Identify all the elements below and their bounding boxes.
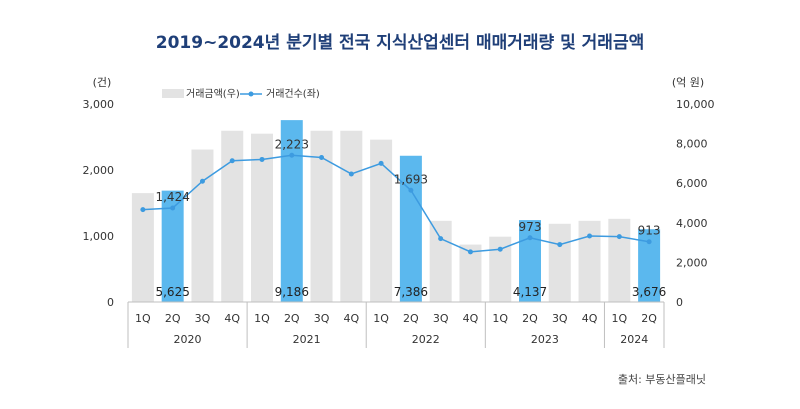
bar-14 — [548, 223, 571, 302]
legend-swatch-amount — [162, 89, 184, 98]
year-label-3: 2023 — [531, 333, 559, 346]
left-tick-label: 2,000 — [83, 164, 115, 177]
bar-0 — [131, 193, 154, 302]
right-tick-label: 4,000 — [676, 217, 708, 230]
count-point-5 — [289, 152, 295, 158]
category-label-3: 4Q — [224, 312, 240, 325]
year-label-4: 2024 — [620, 333, 648, 346]
right-tick-label: 2,000 — [676, 256, 708, 269]
chart-title: 2019~2024년 분기별 전국 지식산업센터 매매거래량 및 거래금액 — [155, 33, 645, 53]
bar-15 — [578, 220, 601, 302]
bar-17 — [638, 229, 661, 302]
legend-label-amount: 거래금액(우) — [186, 88, 240, 100]
bar-7 — [340, 130, 363, 302]
year-label-0: 2020 — [174, 333, 202, 346]
category-label-1: 2Q — [165, 312, 181, 325]
bar-4 — [251, 133, 273, 302]
count-point-12 — [497, 246, 503, 252]
bar-2 — [191, 149, 214, 302]
bar-9 — [399, 155, 422, 302]
count-label-5: 2,223 — [275, 137, 309, 151]
count-point-11 — [467, 249, 473, 255]
amount-label-5: 9,186 — [275, 285, 309, 299]
legend-label-count: 거래건수(좌) — [266, 88, 320, 100]
bar-12 — [489, 236, 512, 302]
category-label-16: 1Q — [611, 312, 627, 325]
count-point-6 — [319, 154, 325, 160]
category-label-7: 4Q — [343, 312, 359, 325]
category-label-13: 2Q — [522, 312, 538, 325]
count-label-1: 1,424 — [155, 190, 189, 204]
amount-label-17: 3,676 — [632, 285, 666, 299]
count-point-3 — [229, 158, 235, 164]
category-label-8: 1Q — [373, 312, 389, 325]
count-point-13 — [527, 235, 533, 241]
bar-8 — [370, 139, 393, 302]
amount-label-1: 5,625 — [155, 285, 189, 299]
left-tick-label: 1,000 — [83, 230, 115, 243]
bar-16 — [608, 218, 631, 302]
count-point-16 — [616, 234, 622, 240]
count-label-9: 1,693 — [394, 172, 428, 186]
count-point-9 — [408, 187, 414, 193]
bar-1 — [161, 190, 184, 302]
legend-marker-count — [248, 91, 254, 97]
bar-6 — [310, 130, 333, 302]
count-point-0 — [140, 207, 146, 213]
left-axis-unit: (건) — [93, 76, 112, 89]
category-label-6: 3Q — [314, 312, 330, 325]
right-tick-label: 10,000 — [676, 98, 715, 111]
category-label-12: 1Q — [492, 312, 508, 325]
category-label-11: 4Q — [463, 312, 479, 325]
count-point-4 — [259, 156, 265, 162]
category-label-4: 1Q — [254, 312, 270, 325]
right-tick-label: 8,000 — [676, 138, 708, 151]
category-label-10: 3Q — [433, 312, 449, 325]
count-point-7 — [348, 171, 354, 177]
count-point-2 — [199, 178, 205, 184]
bar-10 — [429, 220, 452, 302]
right-tick-label: 0 — [676, 296, 683, 309]
left-tick-label: 3,000 — [83, 98, 115, 111]
count-point-14 — [557, 242, 563, 248]
category-label-9: 2Q — [403, 312, 419, 325]
category-label-14: 3Q — [552, 312, 568, 325]
category-label-15: 4Q — [582, 312, 598, 325]
category-label-17: 2Q — [641, 312, 657, 325]
right-tick-label: 6,000 — [676, 177, 708, 190]
source-note: 출처: 부동산플래닛 — [617, 373, 706, 386]
year-label-1: 2021 — [293, 333, 321, 346]
bar-11 — [459, 244, 482, 302]
category-label-2: 3Q — [195, 312, 211, 325]
category-label-0: 1Q — [135, 312, 151, 325]
count-point-1 — [170, 205, 176, 211]
count-label-13: 973 — [519, 220, 542, 234]
amount-label-9: 7,386 — [394, 285, 428, 299]
count-point-15 — [587, 233, 593, 239]
count-point-8 — [378, 160, 384, 166]
left-tick-label: 0 — [107, 296, 114, 309]
count-point-17 — [646, 239, 652, 245]
count-label-17: 913 — [638, 224, 661, 238]
bar-3 — [221, 130, 244, 302]
count-line — [142, 154, 650, 253]
right-axis-unit: (억 원) — [672, 76, 704, 89]
category-label-5: 2Q — [284, 312, 300, 325]
count-point-10 — [438, 236, 444, 242]
bar-5 — [280, 120, 303, 302]
amount-label-13: 4,137 — [513, 285, 547, 299]
year-label-2: 2022 — [412, 333, 440, 346]
